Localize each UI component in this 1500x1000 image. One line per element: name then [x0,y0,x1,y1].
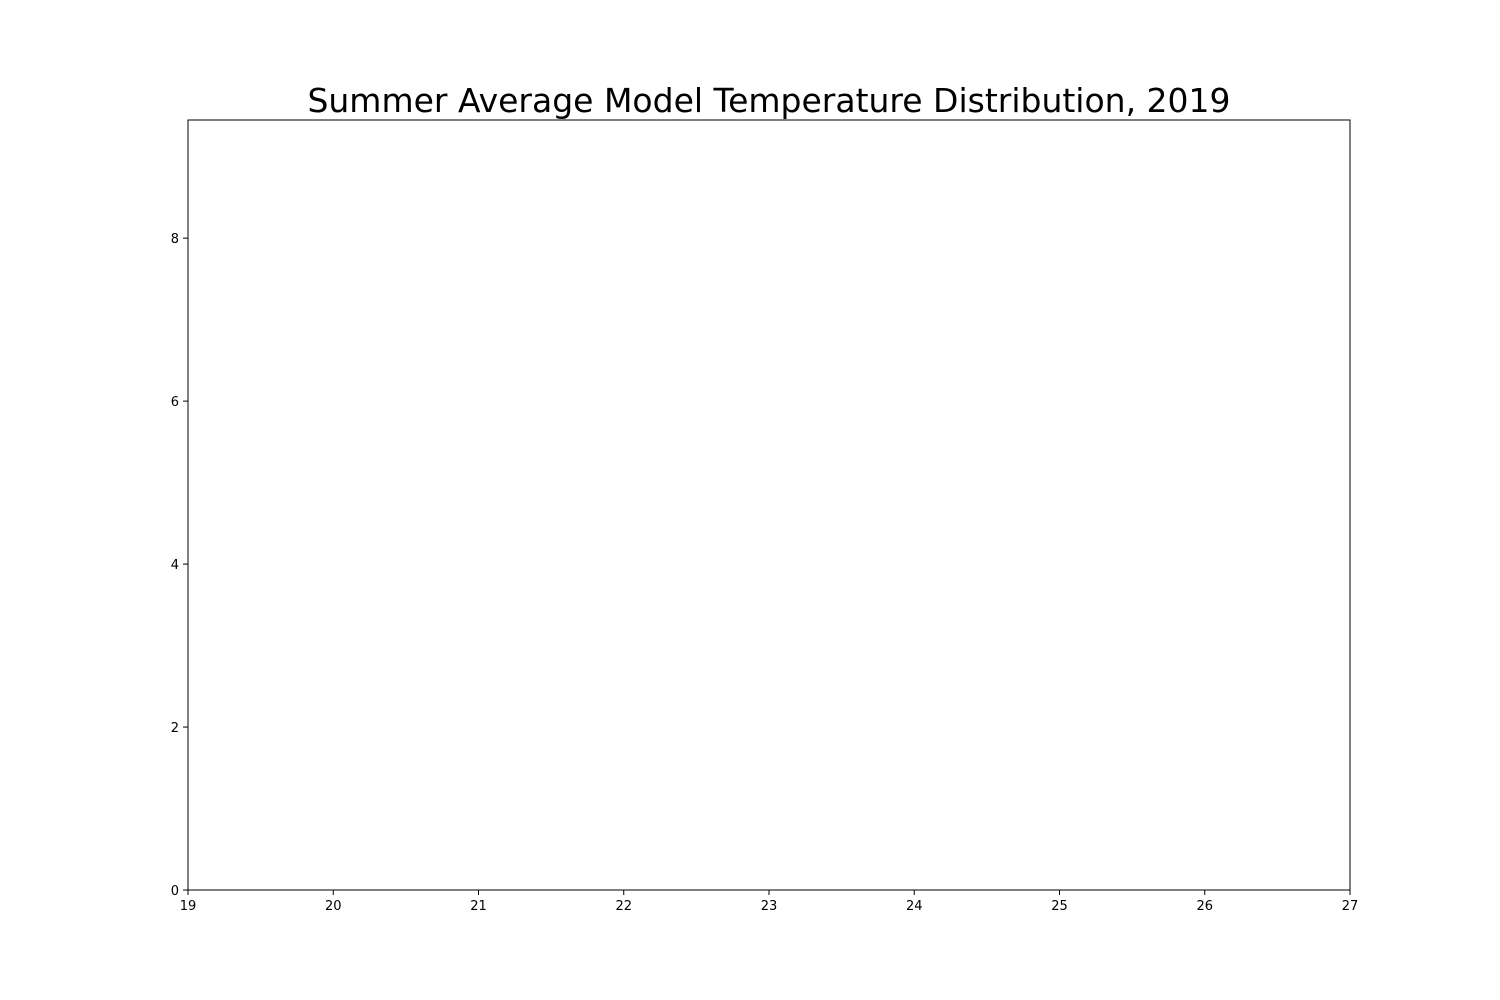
y-tick-label: 8 [171,232,179,247]
x-tick-label: 19 [180,899,197,914]
x-tick-label: 22 [615,899,632,914]
y-axis: 0 2 4 6 8 [171,232,188,899]
x-tick-label: 21 [470,899,487,914]
chart-title: Summer Average Model Temperature Distrib… [307,81,1230,120]
x-tick-label: 24 [906,899,923,914]
y-tick-label: 6 [171,395,179,410]
x-tick-label: 25 [1051,899,1068,914]
y-tick-label: 0 [171,884,179,899]
y-tick-label: 2 [171,721,179,736]
x-tick-label: 27 [1342,899,1359,914]
x-axis: 19 20 21 22 23 24 25 26 27 [180,890,1359,914]
y-tick-label: 4 [171,558,179,573]
x-tick-label: 23 [761,899,778,914]
x-tick-label: 20 [325,899,342,914]
x-tick-label: 26 [1196,899,1213,914]
